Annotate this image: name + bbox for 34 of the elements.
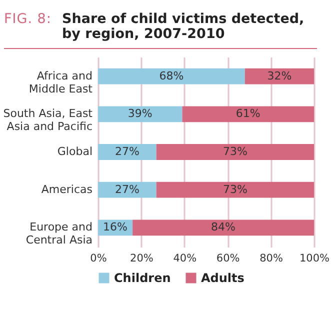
data-label: 32%	[267, 69, 292, 82]
bar	[182, 106, 314, 122]
chart-title: Share of child victims detected, by region, 2007-2010	[62, 11, 306, 42]
y-tick-label: Europe and Central Asia	[26, 220, 92, 247]
bar	[156, 182, 314, 198]
x-tick-label: 0%	[90, 252, 107, 264]
bar	[132, 220, 314, 236]
bar	[98, 182, 156, 198]
x-tick-label: 40%	[173, 252, 197, 264]
x-tick-label: 80%	[260, 252, 283, 264]
bar	[156, 144, 314, 160]
y-tick-label: Africa and Middle East	[28, 69, 94, 96]
caption: FIG. 8:	[4, 11, 52, 29]
data-label: 84%	[211, 220, 236, 234]
data-label: 61%	[236, 107, 260, 120]
x-tick-label: 20%	[130, 252, 154, 264]
legend-label: Adults	[201, 271, 244, 285]
bar	[244, 68, 314, 84]
data-label: 68%	[159, 69, 184, 82]
data-label: 73%	[222, 182, 248, 196]
legend-label: Children	[114, 271, 171, 285]
data-label: 16%	[103, 220, 128, 234]
y-tick-label: Americas	[41, 182, 93, 196]
y-tick-label: Global	[57, 145, 92, 158]
bar	[98, 144, 156, 160]
bar	[98, 106, 182, 122]
y-tick-label: South Asia, East Asia and Pacific	[3, 107, 94, 134]
x-tick-label: 100%	[299, 252, 330, 264]
bar	[98, 68, 245, 84]
data-label: 39%	[128, 107, 152, 120]
x-tick-label: 60%	[216, 252, 240, 264]
data-label: 27%	[114, 182, 140, 196]
data-label: 27%	[114, 145, 140, 158]
data-label: 73%	[222, 145, 248, 158]
